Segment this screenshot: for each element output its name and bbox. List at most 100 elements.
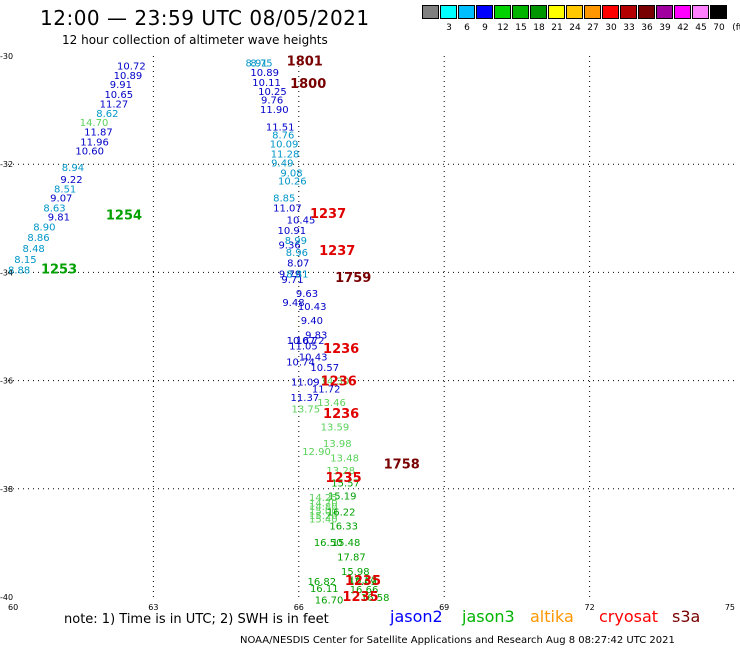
wave-height-label: 9.40 [301, 316, 323, 327]
y-tick-label: -40 [0, 593, 13, 602]
mission-label-jason3: jason3 [462, 607, 515, 626]
wave-height-label: 9.76 [261, 95, 283, 106]
wave-height-label: 10.72 [296, 336, 325, 347]
wave-height-label: 8.99 [285, 236, 307, 247]
wave-height-label: 9.36 [278, 240, 300, 251]
time-label: 1253 [41, 263, 77, 278]
wave-height-label: 10.57 [310, 363, 339, 374]
legend-label: 9 [482, 23, 488, 33]
legend-label: 27 [587, 23, 599, 33]
wave-height-label: 9.91 [110, 80, 132, 91]
legend-label: 21 [551, 23, 563, 33]
wave-height-label: 15.19 [328, 491, 357, 502]
wave-height-label: 8.63 [43, 203, 65, 214]
legend-swatch [476, 5, 493, 19]
wave-height-label: 8.51 [54, 185, 76, 196]
footnote: note: 1) Time is in UTC; 2) SWH is in fe… [64, 612, 329, 627]
wave-height-label: 10.43 [298, 302, 327, 313]
wave-height-label: 9.63 [296, 289, 318, 300]
legend-swatch [584, 5, 601, 19]
wave-height-label: 10.45 [287, 215, 316, 226]
time-label: 1237 [319, 244, 355, 259]
wave-height-label: 16.22 [327, 508, 356, 519]
x-tick-label: 60 [8, 603, 18, 612]
x-tick-label: 66 [294, 603, 304, 612]
legend-swatch [458, 5, 475, 19]
time-label: 1237 [310, 207, 346, 222]
chart-subtitle: 12 hour collection of altimeter wave hei… [62, 33, 328, 47]
wave-height-label: 9.07 [50, 194, 72, 205]
time-label: 1236 [323, 342, 359, 357]
wave-height-label: 16.82 [308, 577, 337, 588]
wave-height-label: 13.46 [317, 398, 346, 409]
wave-height-label: 17.87 [337, 552, 366, 563]
wave-height-label: 13.75 [292, 405, 321, 416]
wave-height-label: 16.82 [349, 576, 378, 587]
wave-height-label: 9.48 [282, 298, 304, 309]
y-tick-label: -34 [0, 268, 13, 277]
wave-height-label: 9.79 [279, 269, 301, 280]
wave-height-label: 10.09 [270, 140, 299, 151]
wave-height-label: 16.11 [310, 584, 339, 595]
wave-height-label: 15.40 [309, 515, 338, 526]
wave-height-label: 14.70 [309, 498, 338, 509]
mission-label-altika: altika [530, 607, 574, 626]
wave-height-label: 8.07 [287, 259, 309, 270]
wave-height-label: 8.85 [273, 194, 295, 205]
legend-swatch [674, 5, 691, 19]
wave-height-label: 10.25 [258, 87, 287, 98]
wave-height-label: 10.65 [104, 90, 133, 101]
legend-swatch [440, 5, 457, 19]
wave-height-label: 14.70 [80, 118, 109, 129]
wave-height-label: 17.69 [348, 577, 377, 588]
wave-height-label: 9.83 [305, 331, 327, 342]
time-label: 1801 [287, 54, 323, 69]
wave-height-label: 8.88 [8, 266, 30, 277]
legend-label: 42 [677, 23, 689, 33]
wave-height-label: 10.89 [250, 68, 279, 79]
legend-swatch [602, 5, 619, 19]
wave-height-label: 16.58 [361, 593, 390, 604]
legend-label: 39 [659, 23, 671, 33]
wave-height-label: 11.72 [312, 385, 341, 396]
wave-height-label: 8.62 [96, 109, 118, 120]
wave-height-label: 12.90 [302, 447, 331, 458]
legend-swatch [620, 5, 637, 19]
y-tick-label: -38 [0, 485, 13, 494]
legend-swatch [566, 5, 583, 19]
x-tick-label: 69 [439, 603, 449, 612]
legend-label: 24 [569, 23, 581, 33]
time-label: 1235 [325, 471, 361, 486]
legend-label: 18 [533, 23, 545, 33]
credit-footer: NOAA/NESDIS Center for Satellite Applica… [240, 635, 675, 646]
time-label: 1254 [106, 209, 142, 224]
wave-height-label: 10.43 [299, 352, 328, 363]
wave-height-label: 10.60 [75, 147, 104, 158]
mission-label-s3a: s3a [672, 607, 701, 626]
legend-swatch [530, 5, 547, 19]
x-tick-label: 75 [725, 603, 735, 612]
y-tick-label: -30 [0, 52, 13, 61]
mission-label-cryosat: cryosat [599, 607, 659, 626]
wave-height-label: 14.30 [321, 377, 350, 388]
wave-height-label: 11.37 [291, 393, 320, 404]
wave-height-label: 8.75 [250, 58, 272, 69]
mission-label-jason2: jason2 [390, 607, 443, 626]
legend-label: 6 [464, 23, 470, 33]
wave-height-label: 11.51 [266, 122, 295, 133]
wave-height-label: 13.59 [321, 423, 350, 434]
legend-label: 30 [605, 23, 617, 33]
wave-height-label: 8.86 [27, 233, 49, 244]
legend-swatch [422, 5, 439, 19]
legend-label: 33 [623, 23, 635, 33]
wave-height-label: 15.20 [309, 511, 338, 522]
wave-height-label: 15.98 [341, 567, 370, 578]
wave-height-label: 9.81 [48, 213, 70, 224]
wave-height-label: 9.71 [281, 275, 303, 286]
x-tick-label: 63 [148, 603, 158, 612]
wave-height-label: 16.70 [315, 596, 344, 607]
y-tick-label: -32 [0, 160, 13, 169]
wave-height-label: 9.49 [271, 159, 293, 170]
time-label: 1235 [342, 590, 378, 605]
